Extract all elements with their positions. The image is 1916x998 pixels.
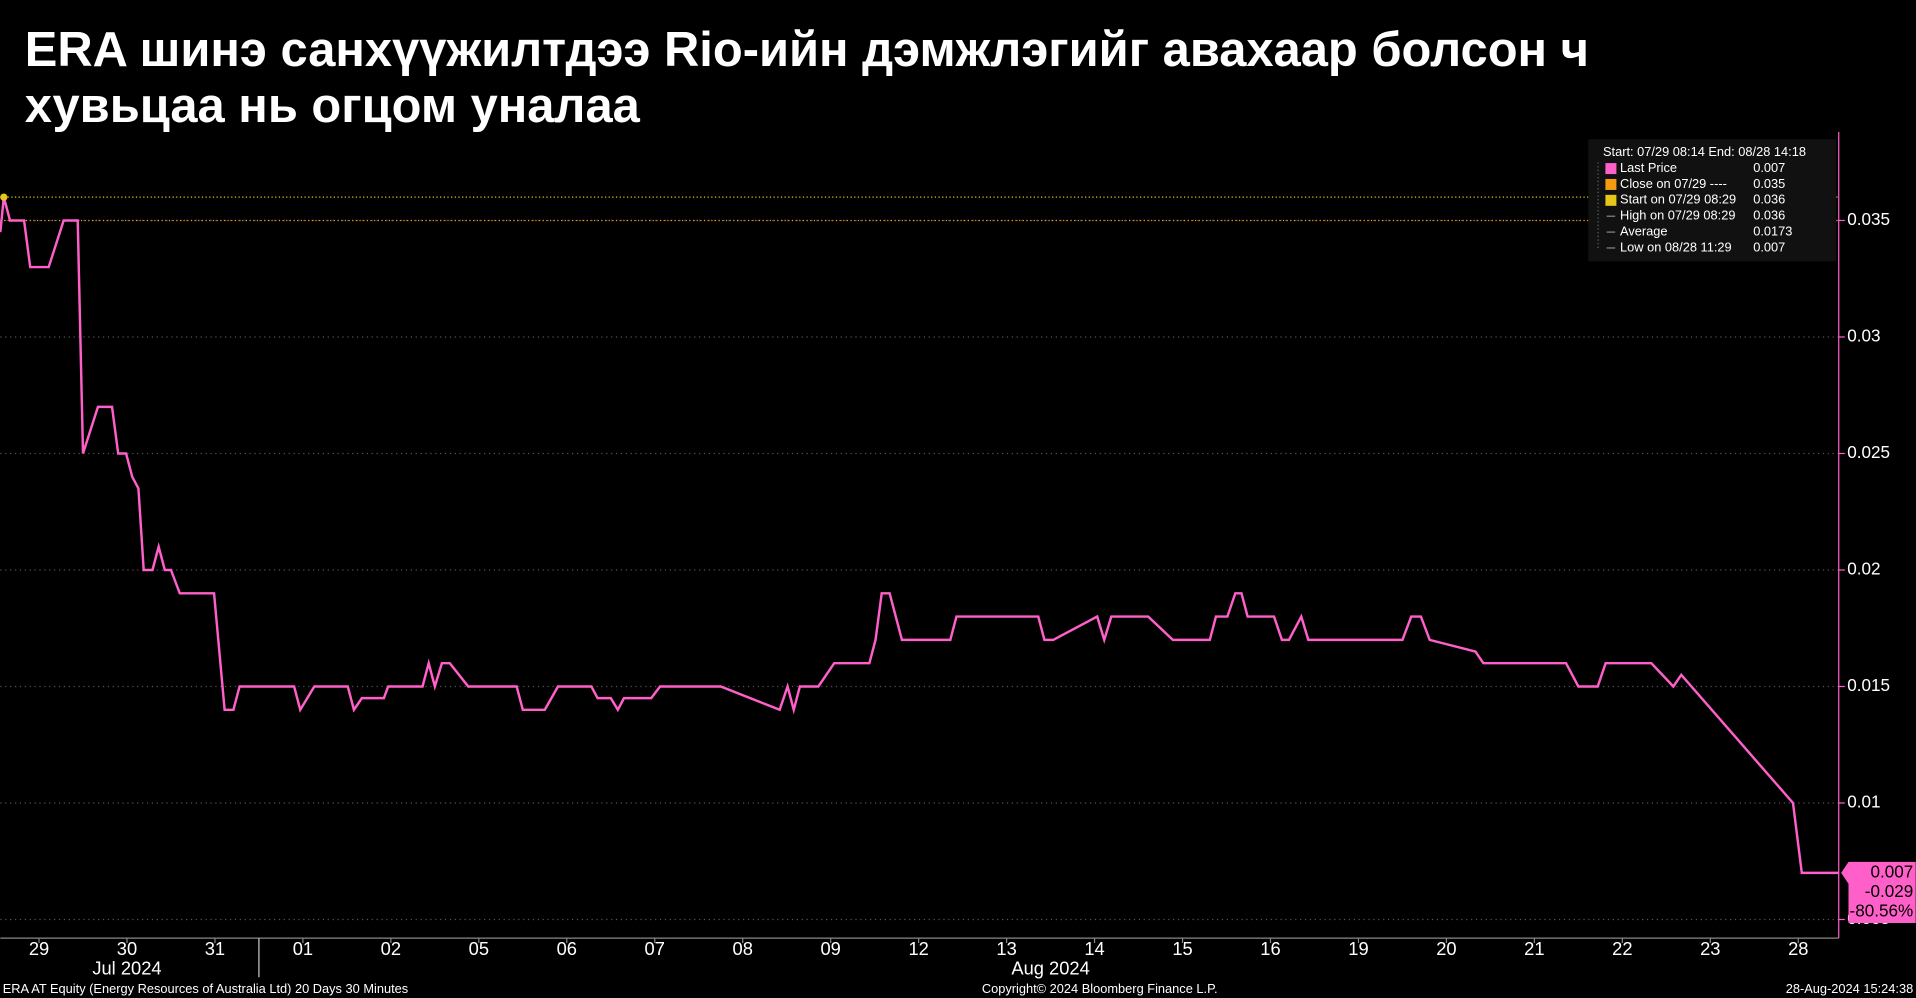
x-tick-label: 21 — [1524, 938, 1544, 959]
last-price-label: 0.007 — [1870, 862, 1913, 881]
x-tick-label: 19 — [1348, 938, 1368, 959]
legend-swatch — [1605, 194, 1617, 206]
x-tick-label: 02 — [381, 938, 401, 959]
legend-swatch — [1605, 178, 1617, 190]
legend-header: Start: 07/29 08:14 End: 08/28 14:18 — [1603, 144, 1806, 159]
y-tick-label: 0.02 — [1847, 560, 1880, 579]
change-pct-label: -80.56% — [1850, 902, 1914, 921]
x-tick-label: 13 — [996, 938, 1016, 959]
legend-value: 0.007 — [1753, 160, 1785, 175]
change-label: -0.029 — [1865, 882, 1913, 901]
legend-value: 0.036 — [1753, 208, 1785, 223]
legend-value: 0.036 — [1753, 192, 1785, 207]
month-label: Jul 2024 — [92, 958, 161, 979]
month-label: Aug 2024 — [1011, 958, 1089, 979]
legend-name: High on 07/29 08:29 — [1620, 208, 1735, 223]
legend-name: Close on 07/29 ---- — [1620, 176, 1727, 191]
legend-swatch — [1605, 163, 1617, 175]
legend-name: Low on 08/28 11:29 — [1620, 239, 1732, 254]
x-tick-label: 06 — [557, 938, 577, 959]
x-tick-label: 05 — [469, 938, 489, 959]
legend-name: Last Price — [1620, 160, 1677, 175]
footer-center: Copyright© 2024 Bloomberg Finance L.P. — [982, 981, 1218, 996]
y-tick-label: 0.03 — [1847, 326, 1880, 345]
x-tick-label: 22 — [1612, 938, 1632, 959]
legend-value: 0.007 — [1753, 239, 1785, 254]
x-tick-label: 30 — [117, 938, 137, 959]
start-point — [0, 193, 8, 201]
x-tick-label: 20 — [1436, 938, 1456, 959]
y-tick-label: 0.025 — [1847, 443, 1890, 462]
legend-value: 0.035 — [1753, 176, 1785, 191]
chart-title: ERA шинэ санхүүжилтдээ Rio-ийн дэмжлэгий… — [25, 23, 1589, 77]
x-tick-label: 14 — [1084, 938, 1104, 959]
legend-name: Average — [1620, 223, 1668, 238]
chart-title: хувьцаа нь огцом уналаа — [25, 79, 641, 133]
legend-name: Start on 07/29 08:29 — [1620, 192, 1736, 207]
price-line — [0, 196, 1839, 875]
last-price-box — [1841, 861, 1916, 923]
footer-right: 28-Aug-2024 15:24:38 — [1786, 981, 1914, 996]
x-tick-label: 23 — [1700, 938, 1720, 959]
y-tick-label: 0.01 — [1847, 793, 1880, 812]
x-tick-label: 29 — [29, 938, 49, 959]
x-tick-label: 08 — [733, 938, 753, 959]
x-tick-label: 31 — [205, 938, 225, 959]
y-tick-label: 0.035 — [1847, 210, 1890, 229]
y-tick-label: 0.015 — [1847, 676, 1890, 695]
footer-left: ERA AT Equity (Energy Resources of Austr… — [3, 981, 408, 996]
x-tick-label: 07 — [645, 938, 665, 959]
legend-box — [1588, 139, 1837, 262]
x-tick-label: 09 — [820, 938, 840, 959]
x-tick-label: 01 — [293, 938, 313, 959]
x-tick-label: 28 — [1788, 938, 1808, 959]
x-tick-label: 16 — [1260, 938, 1280, 959]
x-tick-label: 12 — [908, 938, 928, 959]
x-tick-label: 15 — [1172, 938, 1192, 959]
legend-value: 0.0173 — [1753, 223, 1792, 238]
